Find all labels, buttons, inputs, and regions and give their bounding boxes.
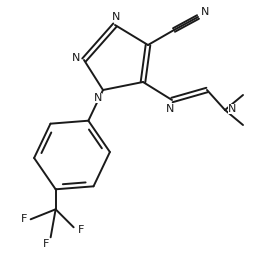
Text: N: N: [166, 104, 174, 114]
Text: F: F: [20, 214, 27, 224]
Text: N: N: [112, 12, 120, 22]
Text: N: N: [228, 104, 236, 114]
Text: N: N: [201, 7, 209, 17]
Text: F: F: [77, 225, 84, 235]
Text: N: N: [94, 93, 102, 103]
Text: N: N: [72, 53, 80, 63]
Text: F: F: [43, 239, 49, 249]
